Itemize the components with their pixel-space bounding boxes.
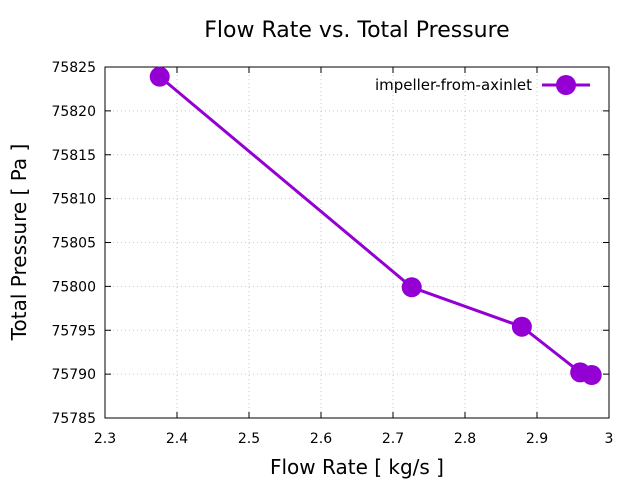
- y-tick-label: 75825: [51, 60, 96, 76]
- x-tick-label: 2.6: [310, 431, 332, 447]
- axis-ticks: 2.3 2.4 2.5 2.6 2.7 2.8 2.9 3 75785 75790 75795 758…: [51, 60, 613, 447]
- x-axis-label: Flow Rate [ kg/s ]: [270, 455, 444, 479]
- x-tick-label: 2.3: [94, 431, 116, 447]
- y-tick-label: 75805: [51, 236, 96, 252]
- legend-label: impeller-from-axinlet: [375, 76, 532, 94]
- x-tick-label: 2.5: [238, 431, 260, 447]
- y-tick-label: 75795: [51, 323, 96, 339]
- chart-title: Flow Rate vs. Total Pressure: [204, 18, 509, 43]
- series-layer: [149, 66, 602, 386]
- y-tick-label: 75785: [51, 411, 96, 427]
- y-axis-label: Total Pressure [ Pa ]: [7, 144, 31, 342]
- x-tick-label: 2.9: [526, 431, 548, 447]
- x-tick-label: 2.8: [454, 431, 476, 447]
- x-tick-label: 2.7: [382, 431, 404, 447]
- x-tick-label: 2.4: [166, 431, 188, 447]
- data-point: [581, 365, 602, 386]
- data-point: [149, 66, 170, 87]
- y-tick-label: 75820: [51, 104, 96, 120]
- y-tick-label: 75815: [51, 148, 96, 164]
- data-point: [511, 316, 532, 337]
- y-tick-label: 75810: [51, 192, 96, 208]
- legend-marker-sample: [556, 75, 576, 95]
- y-tick-label: 75800: [51, 279, 96, 295]
- legend: impeller-from-axinlet: [375, 75, 590, 95]
- y-tick-label: 75790: [51, 367, 96, 383]
- data-point: [401, 277, 422, 298]
- x-tick-label: 3: [605, 431, 614, 447]
